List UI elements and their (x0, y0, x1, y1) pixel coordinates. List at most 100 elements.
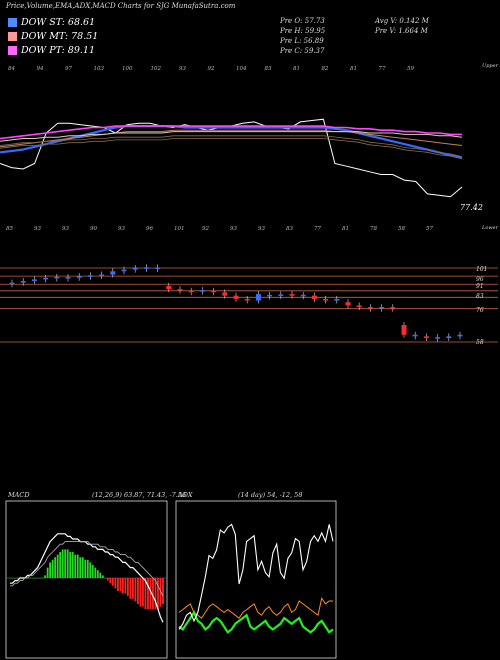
bottom-tick-label-8: 93 (230, 226, 237, 232)
candle-5 (65, 277, 71, 279)
legend-dow-mt: DOW MT: 78.51 (8, 31, 98, 42)
top-tick-label-5: 102 (151, 66, 162, 72)
top-tick-label-2: 97 (65, 66, 72, 72)
macd-hist-bar-46 (124, 578, 127, 594)
candle-10 (121, 269, 127, 272)
macd-hist-bar-30 (84, 559, 87, 578)
candle-4 (54, 276, 60, 279)
macd-hist-bar-50 (134, 578, 137, 602)
candle-27 (311, 295, 317, 299)
bottom-tick-label-4: 93 (118, 226, 125, 232)
macd-hist-bar-59 (157, 578, 159, 610)
bottom-tick-label-5: 96 (146, 226, 153, 232)
bottom-tick-label-0: 85 (6, 226, 13, 232)
candle-7 (87, 275, 93, 277)
bottom-tick-label-2: 93 (62, 226, 69, 232)
top-tick-label-9: 83 (265, 66, 272, 72)
macd-hist-bar-29 (81, 557, 84, 578)
candle-34 (390, 307, 396, 309)
legend-dow-st: DOW ST: 68.61 (8, 17, 95, 28)
candle-28 (323, 298, 329, 301)
macd-label: MACD (7, 491, 30, 499)
top-tick-label-13: 77 (379, 66, 386, 72)
candle-13 (155, 267, 161, 270)
candle-16 (188, 290, 194, 293)
macd-hist-bar-26 (74, 554, 77, 578)
top-tick-label-1: 94 (37, 66, 44, 72)
top-tick-label-6: 93 (179, 66, 186, 72)
macd-hist-bar-31 (86, 559, 89, 578)
level-label-0: 101 (476, 266, 487, 273)
dow-mt-label: DOW MT: 78.51 (21, 31, 99, 42)
macd-hist-bar-48 (129, 578, 132, 599)
pre-high: Pre H: 59.95 (280, 27, 326, 35)
macd-hist-bar-35 (96, 570, 99, 578)
top-tick-label-4: 100 (122, 66, 133, 72)
macd-hist-bar-20 (59, 552, 62, 578)
macd-hist-bar-52 (139, 578, 142, 607)
candle-35 (401, 324, 407, 335)
candle-17 (199, 290, 205, 292)
candle-1 (20, 281, 26, 283)
ema-line-extra-1 (0, 138, 463, 160)
bottom-tick-label-6: 101 (174, 226, 185, 232)
candle-24 (278, 294, 284, 296)
candle-23 (267, 294, 273, 297)
candle-29 (334, 298, 340, 301)
top-tick-label-0: 84 (8, 66, 15, 72)
bottom-tick-label-12: 81 (342, 226, 349, 232)
macd-hist-bar-19 (56, 554, 59, 578)
bottom-tick-label-15: 57 (426, 226, 433, 232)
chart-title: Price,Volume,EMA,ADX,MACD Charts for SJG… (6, 2, 236, 10)
bottom-tick-label-13: 78 (370, 226, 377, 232)
macd-hist-bar-60 (159, 578, 162, 607)
macd-hist-bar-40 (109, 578, 112, 584)
ema-line-extra-0 (0, 135, 463, 157)
dow-st-label: DOW ST: 68.61 (21, 17, 96, 28)
level-label-3: 83 (476, 293, 484, 300)
macd-hist-bar-15 (46, 567, 49, 578)
bottom-tick-label-10: 83 (286, 226, 293, 232)
macd-hist-bar-24 (69, 552, 72, 578)
ema-line-3 (0, 131, 463, 142)
bottom-tick-label-7: 92 (202, 226, 209, 232)
macd-hist-bar-16 (49, 562, 52, 578)
bottom-tick-label-11: 77 (314, 226, 321, 232)
candle-9 (110, 271, 116, 275)
candle-6 (76, 276, 82, 278)
top-tick-label-11: 82 (322, 66, 329, 72)
lower-label: Lower (481, 225, 499, 231)
macd-hist-bar-47 (126, 578, 129, 597)
candle-38 (435, 337, 441, 339)
ema-line-1 (0, 125, 463, 159)
candle-11 (132, 268, 138, 270)
macd-hist-bar-27 (76, 554, 79, 578)
candle-25 (289, 294, 295, 296)
macd-hist-bar-55 (147, 578, 149, 610)
adx-params: (14 day) 54, -12, 58 (238, 491, 302, 499)
macd-line (10, 533, 164, 623)
candle-32 (367, 307, 373, 309)
macd-hist-bar-42 (114, 578, 117, 589)
candle-0 (9, 282, 15, 285)
macd-params: (12,26,9) 63.87, 71.43, -7.56 (92, 491, 186, 499)
macd-hist-bar-37 (101, 575, 104, 578)
dow-mt-swatch (8, 32, 17, 41)
bottom-tick-label-9: 93 (258, 226, 265, 232)
macd-hist-bar-53 (142, 578, 144, 607)
top-tick-label-8: 104 (236, 66, 247, 72)
bottom-tick-label-1: 93 (34, 226, 41, 232)
level-label-1: 96 (476, 276, 484, 283)
candle-21 (244, 298, 250, 301)
top-tick-label-14: 59 (407, 66, 414, 72)
macd-hist-bar-57 (152, 578, 154, 610)
candle-39 (446, 336, 452, 338)
candle-8 (99, 274, 105, 277)
macd-hist-bar-18 (54, 557, 57, 578)
macd-hist-bar-54 (144, 578, 147, 610)
candle-15 (177, 289, 183, 291)
macd-hist-bar-21 (61, 549, 64, 578)
macd-hist-bar-39 (106, 578, 109, 581)
adx-series-2 (178, 596, 333, 619)
adx-series-0 (178, 523, 334, 630)
